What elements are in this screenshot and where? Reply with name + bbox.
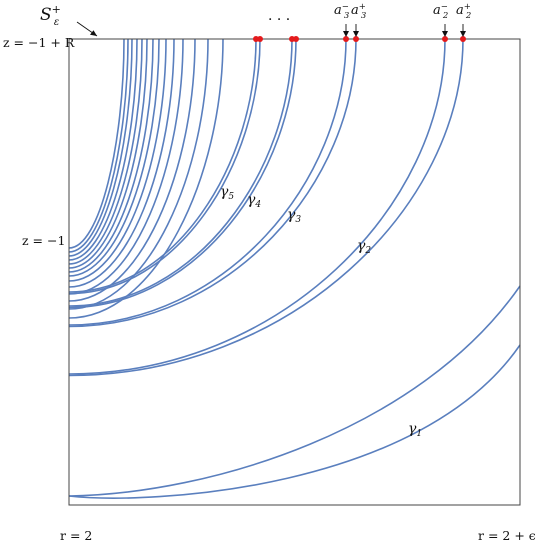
endpoint-arrows (343, 24, 466, 37)
gamma-1-lower (68, 344, 521, 499)
gamma-5-label: γ5 (220, 184, 234, 202)
gamma-2-endpoint-plus (460, 36, 466, 42)
gamma-3-inner (68, 38, 347, 326)
a3-plus-label: a+ 3 (351, 2, 366, 21)
dense-curve-10 (68, 38, 175, 288)
ellipsis-label: · · · (268, 12, 290, 28)
gamma-1-label: γ1 (408, 421, 422, 439)
a2-minus-label: a− 2 (433, 2, 448, 21)
dense-curve-13 (68, 38, 209, 310)
dense-curve-12 (68, 38, 196, 302)
dense-curve-14 (68, 38, 224, 319)
r-left-label: r = 2 (60, 528, 92, 543)
gamma-2-inner (68, 38, 446, 375)
gamma-3-endpoint-plus (353, 36, 359, 42)
a2-plus-label: a+ 2 (456, 2, 471, 21)
gamma-5-inner (68, 38, 257, 293)
dense-curve-4 (68, 38, 138, 261)
gamma-2-endpoint-minus (442, 36, 448, 42)
gamma-3-endpoint-minus (343, 36, 349, 42)
s-epsilon-plus-label: S+ ε (40, 3, 61, 28)
gamma-3-outer (68, 38, 357, 328)
gamma-2-outer (68, 38, 464, 377)
dense-curve-1 (68, 38, 125, 249)
a3-minus-label: a− 3 (334, 2, 349, 21)
gamma-4-outer (68, 38, 297, 309)
gamma-4-label: γ4 (247, 192, 261, 210)
z-top-label: z = −1 + R (3, 35, 75, 50)
dense-curve-6 (68, 38, 148, 269)
gamma-4-endpoint-plus (293, 36, 299, 42)
endpoint-markers (253, 36, 466, 42)
dense-curve-7 (68, 38, 154, 273)
dense-curve-5 (68, 38, 143, 265)
dense-curve-2 (68, 38, 129, 253)
gamma-2-label: γ2 (357, 238, 371, 256)
gamma-1-upper (68, 285, 521, 497)
s-epsilon-arrowhead (90, 30, 97, 36)
gamma-4-inner (68, 38, 293, 307)
z-mid-label: z = −1 (22, 233, 65, 248)
gamma-5-endpoint-plus (257, 36, 263, 42)
dense-curve-11 (68, 38, 184, 295)
dense-curve-3 (68, 38, 133, 257)
gamma-5-outer (68, 38, 261, 295)
dense-curve-8 (68, 38, 160, 277)
r-right-label: r = 2 + ϵ (478, 528, 536, 543)
gamma-3-label: γ3 (287, 207, 301, 225)
trajectory-curves (68, 38, 521, 499)
dense-curve-9 (68, 38, 167, 282)
